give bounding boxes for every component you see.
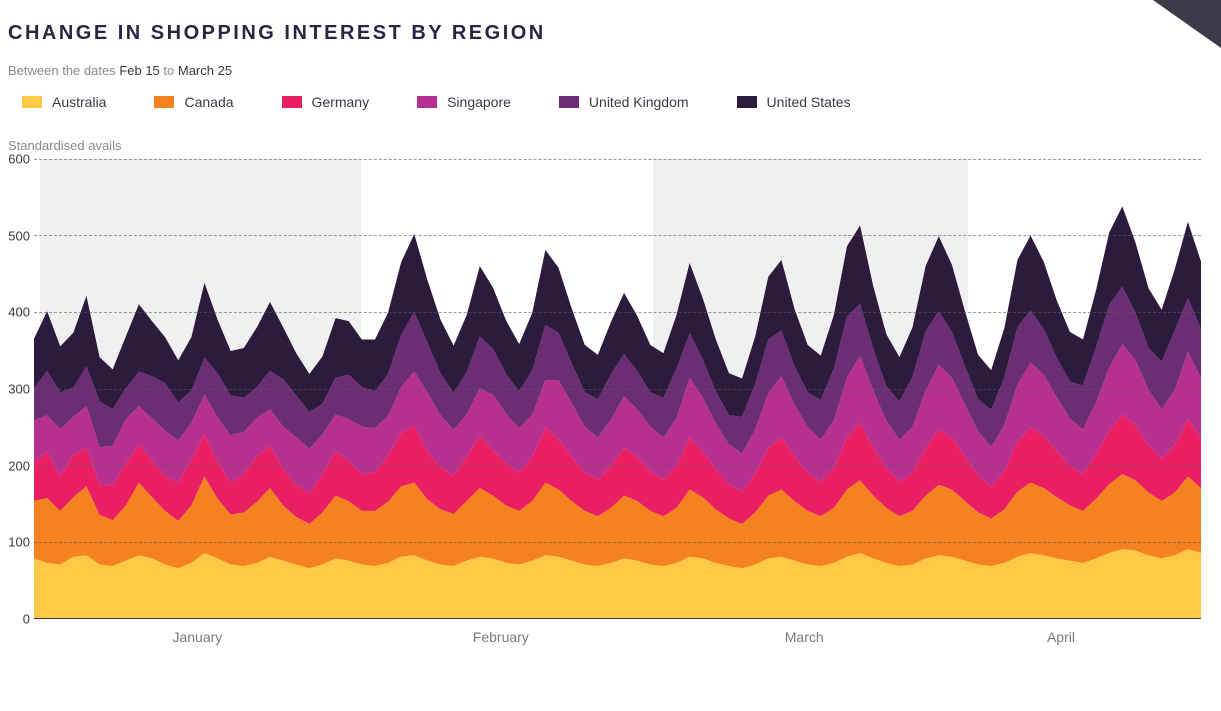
y-tick: 200 (8, 458, 30, 473)
legend-label: Germany (312, 94, 370, 110)
legend-label: United States (767, 94, 851, 110)
gridline (34, 465, 1201, 466)
y-tick: 600 (8, 152, 30, 167)
legend-swatch (559, 96, 579, 108)
legend-item: Singapore (417, 94, 511, 110)
legend-swatch (22, 96, 42, 108)
chart-title: CHANGE IN SHOPPING INTEREST BY REGION (2, 16, 1201, 45)
y-tick: 500 (8, 228, 30, 243)
chart-subtitle: Between the dates Feb 15 to March 25 (2, 63, 1201, 78)
gridline (34, 389, 1201, 390)
gridline (34, 159, 1201, 160)
y-axis: 0100200300400500600 (2, 159, 34, 619)
legend-item: Germany (282, 94, 370, 110)
legend-item: Australia (22, 94, 106, 110)
subtitle-mid: to (160, 63, 178, 78)
x-tick: February (473, 629, 529, 645)
plot-area (34, 159, 1201, 619)
legend-item: Canada (154, 94, 233, 110)
x-tick: January (172, 629, 222, 645)
chart-area: 0100200300400500600 (2, 159, 1201, 619)
y-tick: 100 (8, 535, 30, 550)
legend: Australia Canada Germany Singapore United Ki… (2, 94, 1201, 110)
legend-label: Australia (52, 94, 106, 110)
gridline (34, 312, 1201, 313)
legend-label: Singapore (447, 94, 511, 110)
legend-label: Canada (184, 94, 233, 110)
legend-swatch (282, 96, 302, 108)
y-tick: 400 (8, 305, 30, 320)
y-tick: 300 (8, 382, 30, 397)
x-tick: March (785, 629, 824, 645)
x-tick: April (1047, 629, 1075, 645)
legend-item: United Kingdom (559, 94, 689, 110)
legend-item: United States (737, 94, 851, 110)
legend-label: United Kingdom (589, 94, 689, 110)
legend-swatch (417, 96, 437, 108)
gridline (34, 542, 1201, 543)
corner-decoration (1153, 0, 1221, 48)
gridline (34, 235, 1201, 236)
legend-swatch (737, 96, 757, 108)
legend-swatch (154, 96, 174, 108)
y-tick: 0 (23, 612, 30, 627)
subtitle-from: Feb 15 (119, 63, 159, 78)
subtitle-to: March 25 (178, 63, 232, 78)
x-axis: January February March April (34, 619, 1201, 655)
subtitle-prefix: Between the dates (8, 63, 119, 78)
y-axis-label: Standardised avails (2, 138, 1201, 153)
